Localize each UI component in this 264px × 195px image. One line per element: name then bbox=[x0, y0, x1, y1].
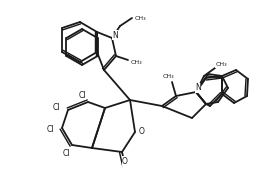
Text: Cl: Cl bbox=[46, 126, 54, 135]
Text: N: N bbox=[195, 83, 201, 92]
Text: Cl: Cl bbox=[62, 149, 70, 158]
Text: O: O bbox=[139, 128, 145, 136]
Text: CH₃: CH₃ bbox=[162, 74, 174, 79]
Text: O: O bbox=[122, 157, 128, 166]
Text: N: N bbox=[112, 30, 118, 40]
Text: Cl: Cl bbox=[52, 104, 60, 113]
Text: Cl: Cl bbox=[78, 90, 86, 99]
Text: CH₃: CH₃ bbox=[134, 15, 146, 20]
Text: CH₃: CH₃ bbox=[215, 63, 227, 67]
Text: CH₃: CH₃ bbox=[130, 59, 142, 65]
